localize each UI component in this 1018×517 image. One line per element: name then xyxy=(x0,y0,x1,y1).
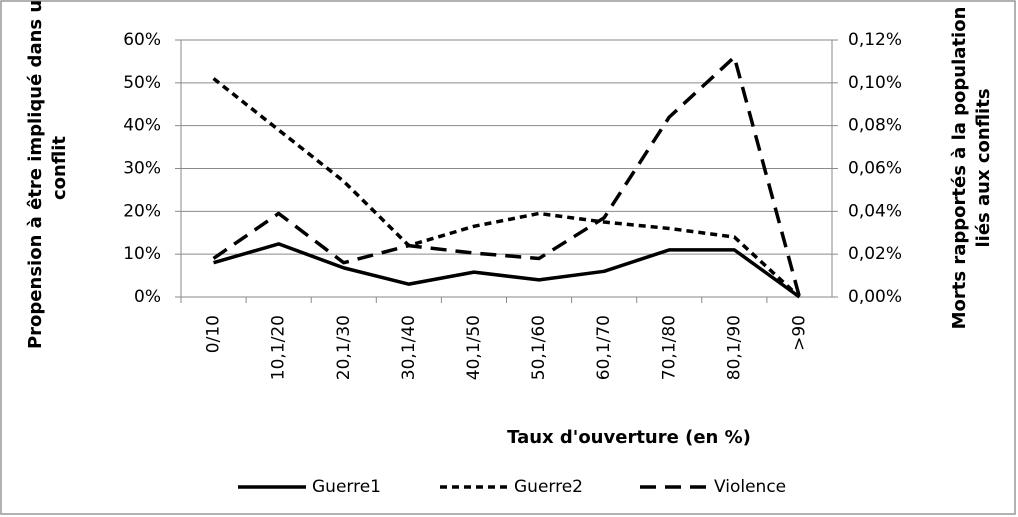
y2-axis-title: Morts rapportés à la population xyxy=(949,7,970,330)
y2-tick-label: 0,04% xyxy=(848,201,902,221)
y-tick-label: 40% xyxy=(123,116,161,136)
y-tick-label: 60% xyxy=(123,30,161,50)
y-axis-title: conflit xyxy=(49,136,70,200)
x-tick-label: 20,1/30 xyxy=(334,315,354,380)
y-tick-label: 50% xyxy=(123,73,161,93)
x-tick-label: 60,1/70 xyxy=(594,315,614,380)
x-tick-label: 10,1/20 xyxy=(269,315,289,380)
x-tick-label: 0/10 xyxy=(204,315,224,353)
series-line xyxy=(212,77,801,299)
y2-tick-label: 0,10% xyxy=(848,73,902,93)
x-tick-label: 50,1/60 xyxy=(529,315,549,380)
legend-label: Violence xyxy=(714,477,786,497)
x-tick-label: 70,1/80 xyxy=(659,315,679,380)
y-axis-title: Propension à être impliqué dans un xyxy=(25,0,46,349)
legend-label: Guerre1 xyxy=(312,477,381,497)
y2-tick-label: 0,00% xyxy=(848,287,902,307)
y-tick-label: 0% xyxy=(134,287,161,307)
y2-tick-label: 0,12% xyxy=(848,30,902,50)
y-tick-label: 20% xyxy=(123,201,161,221)
y-tick-label: 30% xyxy=(123,159,161,179)
x-tick-label: 30,1/40 xyxy=(399,315,419,380)
y2-tick-label: 0,08% xyxy=(848,116,902,136)
series-line xyxy=(212,55,802,298)
y-tick-label: 10% xyxy=(123,244,161,264)
legend-label: Guerre2 xyxy=(514,477,583,497)
x-axis-title: Taux d'ouverture (en %) xyxy=(507,427,751,448)
x-tick-label: >90 xyxy=(789,315,809,351)
y2-tick-label: 0,02% xyxy=(848,244,902,264)
x-tick-label: 40,1/50 xyxy=(464,315,484,380)
y2-tick-label: 0,06% xyxy=(848,159,902,179)
y2-axis-title: liés aux conflits xyxy=(973,88,994,247)
x-tick-label: 80,1/90 xyxy=(724,315,744,380)
series-line xyxy=(213,242,801,299)
